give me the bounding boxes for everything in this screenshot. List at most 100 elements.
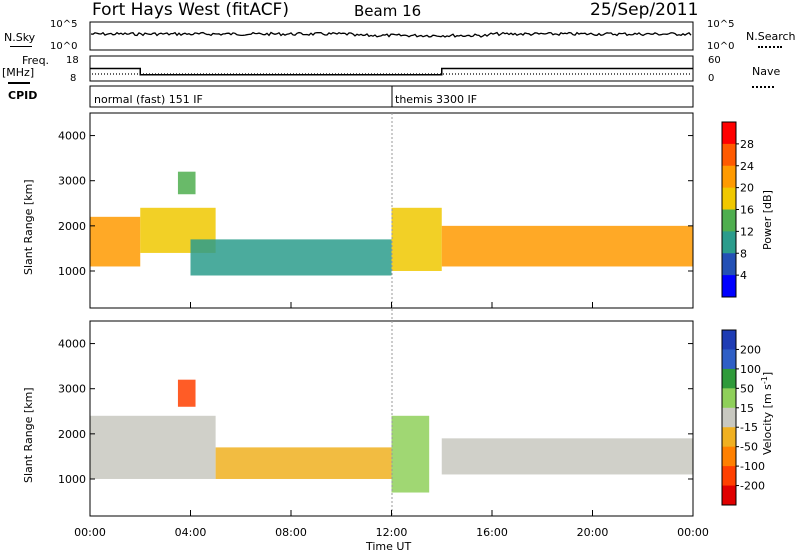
velocity-data: [90, 379, 693, 493]
nave-label: Nave: [752, 65, 781, 78]
vel-data-band-3: [441, 438, 693, 475]
power-data-band-5: [177, 171, 196, 195]
noise-right-tick-bottom: 10^0: [707, 41, 734, 52]
vel-cbar-tick-label-4: -15: [740, 421, 758, 434]
station-title: Fort Hays West (fitACF): [92, 0, 289, 20]
velocity-yticks: 1000 2000 3000 4000: [58, 338, 693, 486]
x-tick-label-5: 20:00: [577, 526, 609, 539]
velocity-colorbar: 200 100 50 15 -15 -50 -100 -200: [721, 329, 765, 506]
vel-cbar-tick-label-1: 100: [740, 363, 761, 376]
power-cbar-tick-label-5: 8: [740, 247, 747, 260]
vel-cbar-swatch-3: [722, 388, 736, 409]
nsearch-dots: [758, 46, 782, 48]
vel-cbar-swatch-0: [722, 330, 736, 350]
power-colorbar: 28 24 20 16 12 8 4: [721, 121, 754, 298]
power-cbar-swatch-7: [722, 275, 736, 298]
vel-data-band-2: [391, 415, 430, 493]
power-ylabel: Slant Range [km]: [22, 179, 35, 275]
cpid-panel: normal (fast) 151 IF themis 3300 IF: [89, 85, 694, 108]
power-cbar-tick-label-0: 28: [740, 138, 754, 151]
x-tick-label-0: 00:00: [74, 526, 106, 539]
freq-right-tick-bottom: 0: [708, 73, 714, 84]
velocity-panel: 1000 2000 3000 4000 Slant Range [km]: [22, 320, 694, 517]
vel-cbar-tick-label-6: -100: [740, 460, 765, 473]
power-data-band-4: [441, 225, 693, 267]
vel-yticks-label-3: 4000: [58, 338, 86, 351]
beam-title: Beam 16: [354, 2, 422, 20]
vel-cbar-swatch-8: [722, 485, 736, 506]
power-cbar-tick-label-6: 4: [740, 269, 747, 282]
x-tick-label-4: 16:00: [476, 526, 508, 539]
x-axis: 00:00 04:00 08:00 12:00 16:00 20:00 00:00: [74, 302, 709, 539]
noise-right-tick-top: 10^5: [707, 19, 734, 30]
x-tick-label-2: 08:00: [275, 526, 307, 539]
power-cbar-swatch-0: [722, 122, 736, 145]
vel-yticks-label-0: 1000: [58, 473, 86, 486]
power-cbar-swatch-4: [722, 209, 736, 232]
power-data-band-0: [90, 216, 141, 267]
power-cbar-tick-label-4: 12: [740, 225, 754, 238]
vel-cbar-frame: [721, 329, 737, 506]
velocity-ylabel: Slant Range [km]: [22, 387, 35, 483]
velocity-colorbar-label: Velocity [m s-1]: [760, 372, 774, 455]
noise-left-tick-bottom: 10^0: [50, 41, 77, 52]
power-yticks-label-2: 3000: [58, 175, 86, 188]
vel-cbar-swatch-7: [722, 466, 736, 487]
freq-left-tick-top: 18: [66, 55, 79, 66]
vel-cbar-tick-label-7: -200: [740, 480, 765, 493]
power-cbar-swatch-1: [722, 143, 736, 167]
vel-data-band-0: [90, 415, 216, 479]
x-tick-label-3: 12:00: [376, 526, 408, 539]
power-cbar-tick-label-3: 16: [740, 204, 754, 217]
freq-trace: [90, 67, 693, 76]
power-data: [90, 171, 693, 276]
date-title: 25/Sep/2011: [590, 0, 699, 20]
cpid-mode-1: normal (fast) 151 IF: [94, 93, 203, 106]
vel-cbar-swatch-1: [722, 349, 736, 370]
freq-panel: 18 8 60 0: [66, 55, 721, 84]
nsky-label: N.Sky: [4, 31, 36, 44]
power-cbar-swatch-5: [722, 231, 736, 254]
power-cbar-swatch-3: [722, 187, 736, 210]
vel-cbar-tick-label-3: 15: [740, 402, 754, 415]
power-data-band-3: [391, 207, 442, 271]
power-data-band-2: [190, 239, 392, 276]
power-cbar-swatch-6: [722, 253, 736, 276]
noise-left-tick-top: 10^5: [50, 19, 77, 30]
vel-yticks-label-2: 3000: [58, 383, 86, 396]
power-cbar-tick-label-2: 20: [740, 182, 754, 195]
vel-data-band-1: [215, 447, 392, 479]
power-cbar-swatch-2: [722, 165, 736, 189]
vel-cbar-tick-label-2: 50: [740, 382, 754, 395]
power-panel: 1000 2000 3000 4000 Slant Range [km]: [22, 112, 694, 309]
freq-right-tick-top: 60: [708, 55, 721, 66]
freq-label: Freq.: [22, 54, 50, 67]
noise-trace: [90, 31, 692, 38]
power-cbar-tick-label-1: 24: [740, 160, 754, 173]
cpid-mode-2: themis 3300 IF: [395, 93, 477, 106]
freq-unit-label: [MHz]: [2, 66, 35, 79]
nave-dots: [752, 86, 774, 88]
power-yticks-label-3: 4000: [58, 130, 86, 143]
nsearch-label: N.Search: [746, 30, 796, 43]
vel-cbar-swatch-5: [722, 427, 736, 448]
vel-cbar-swatch-6: [722, 446, 736, 467]
power-colorbar-label: Power [dB]: [761, 190, 774, 250]
x-tick-label-1: 04:00: [175, 526, 207, 539]
cpid-label: CPID: [8, 89, 38, 102]
vel-cbar-swatch-4: [722, 407, 736, 428]
vel-data-band-4: [177, 379, 196, 407]
power-yticks: 1000 2000 3000 4000: [58, 130, 693, 278]
power-yticks-label-1: 2000: [58, 220, 86, 233]
x-tick-label-6: 00:00: [677, 526, 709, 539]
nsky-line: [10, 46, 32, 47]
x-axis-label: Time UT: [365, 540, 411, 553]
vel-cbar-tick-label-5: -50: [740, 441, 758, 454]
noise-panel: 10^5 10^0 10^5 10^0: [50, 19, 734, 52]
power-yticks-label-0: 1000: [58, 265, 86, 278]
freq-left-tick-bottom: 8: [70, 73, 76, 84]
vel-cbar-swatch-2: [722, 368, 736, 389]
freq-line-swatch: [8, 82, 30, 84]
vel-yticks-label-1: 2000: [58, 428, 86, 441]
